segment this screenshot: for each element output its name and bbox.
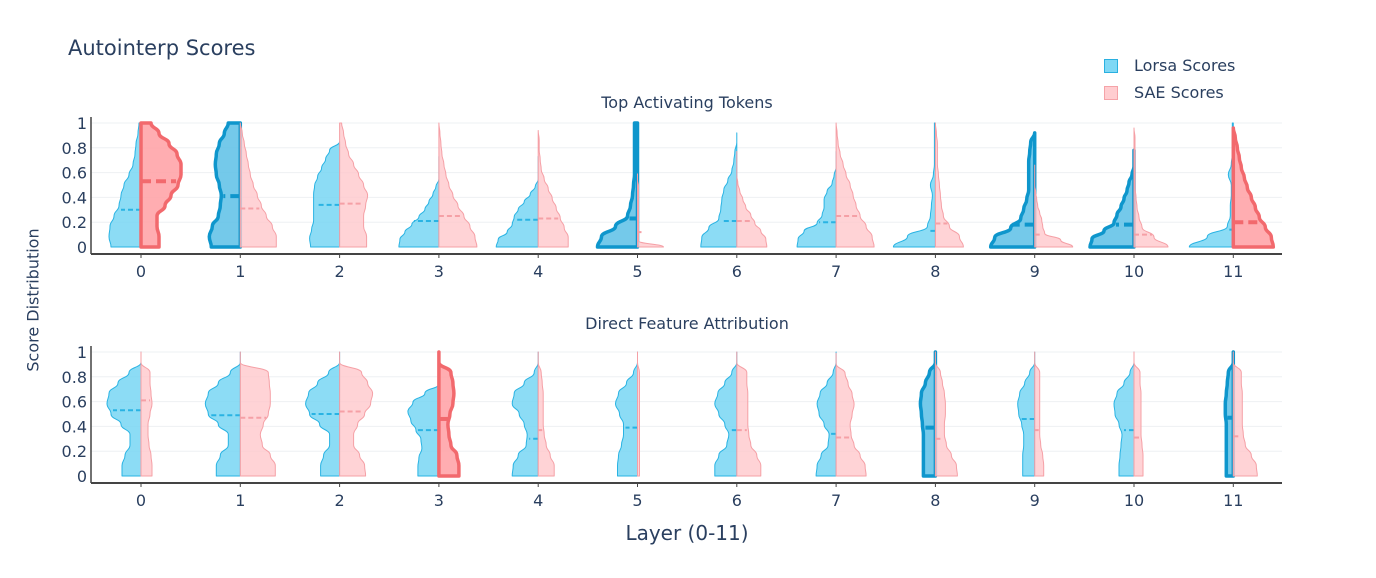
x-tick-label: 2 bbox=[335, 491, 345, 510]
subplot-title-top-activating-tokens: Top Activating Tokens bbox=[601, 93, 773, 112]
lorsa-violin-layer-4[interactable] bbox=[511, 351, 539, 477]
lorsa-violin-layer-4[interactable] bbox=[495, 155, 539, 248]
lorsa-violin-layer-2[interactable] bbox=[309, 141, 341, 248]
lorsa-violin-layer-7[interactable] bbox=[815, 351, 837, 477]
sae-violin-layer-9[interactable] bbox=[1034, 351, 1045, 477]
x-tick-label: 0 bbox=[136, 262, 146, 281]
sae-violin-layer-6[interactable] bbox=[736, 351, 762, 477]
sae-violin-layer-0[interactable] bbox=[140, 351, 153, 477]
lorsa-violin-layer-9[interactable] bbox=[988, 131, 1037, 249]
sae-violin-layer-10[interactable] bbox=[1133, 351, 1144, 477]
sae-violin-layer-4[interactable] bbox=[537, 129, 569, 248]
chart-title: Autointerp Scores bbox=[68, 36, 256, 60]
x-tick-label: 1 bbox=[235, 491, 245, 510]
x-tick-label: 0 bbox=[136, 491, 146, 510]
lorsa-violin-layer-11[interactable] bbox=[1188, 122, 1234, 248]
sae-violin-layer-3[interactable] bbox=[437, 350, 461, 478]
y-tick-label: 1 bbox=[77, 343, 87, 362]
lorsa-violin-layer-8[interactable] bbox=[892, 122, 936, 248]
x-tick-label: 9 bbox=[1030, 491, 1040, 510]
lorsa-violin-layer-3[interactable] bbox=[398, 155, 440, 248]
lorsa-swatch-icon bbox=[1104, 58, 1118, 73]
subplot-0: 00.20.40.60.810 1 2 3 4 5 6 7 8 9 10 11 bbox=[62, 114, 1282, 281]
x-tick-label: 4 bbox=[533, 262, 543, 281]
sae-violin-layer-0[interactable] bbox=[139, 121, 183, 249]
x-tick-label: 6 bbox=[732, 262, 742, 281]
sae-violin-layer-5[interactable] bbox=[637, 351, 640, 477]
sae-violin-layer-6[interactable] bbox=[736, 151, 768, 248]
x-axis-label: Layer (0-11) bbox=[625, 521, 749, 545]
lorsa-violin-layer-7[interactable] bbox=[796, 151, 837, 248]
lorsa-violin-layer-6[interactable] bbox=[700, 132, 738, 248]
x-tick-label: 11 bbox=[1223, 491, 1243, 510]
sae-violin-layer-7[interactable] bbox=[835, 122, 875, 248]
y-tick-label: 0 bbox=[77, 238, 87, 257]
y-tick-label: 1 bbox=[77, 114, 87, 133]
y-tick-label: 0.4 bbox=[62, 417, 87, 436]
x-tick-label: 8 bbox=[930, 491, 940, 510]
x-tick-label: 3 bbox=[434, 491, 444, 510]
lorsa-violin-layer-11[interactable] bbox=[1223, 350, 1236, 478]
x-tick-label: 8 bbox=[930, 262, 940, 281]
sae-violin-layer-7[interactable] bbox=[835, 352, 867, 477]
legend: Lorsa Scores SAE Scores bbox=[1104, 52, 1235, 106]
lorsa-violin-layer-3[interactable] bbox=[407, 365, 440, 477]
lorsa-violin-layer-5[interactable] bbox=[595, 121, 640, 249]
y-tick-label: 0.4 bbox=[62, 188, 87, 207]
legend-label-sae: SAE Scores bbox=[1134, 83, 1224, 102]
sae-swatch-icon bbox=[1104, 85, 1118, 100]
x-tick-label: 5 bbox=[632, 262, 642, 281]
x-tick-label: 2 bbox=[335, 262, 345, 281]
y-tick-label: 0.2 bbox=[62, 442, 87, 461]
sae-violin-layer-5[interactable] bbox=[637, 173, 664, 248]
subplot-title-direct-feature-attribution: Direct Feature Attribution bbox=[585, 314, 789, 333]
x-tick-label: 7 bbox=[831, 491, 841, 510]
sae-violin-layer-8[interactable] bbox=[934, 122, 964, 248]
lorsa-violin-layer-9[interactable] bbox=[1017, 351, 1036, 477]
sae-violin-layer-4[interactable] bbox=[537, 351, 555, 477]
x-tick-label: 3 bbox=[434, 262, 444, 281]
lorsa-violin-layer-10[interactable] bbox=[1088, 148, 1136, 249]
y-tick-label: 0.8 bbox=[62, 368, 87, 387]
lorsa-violin-layer-1[interactable] bbox=[207, 121, 243, 249]
lorsa-violin-layer-0[interactable] bbox=[108, 122, 142, 248]
x-tick-label: 5 bbox=[632, 491, 642, 510]
x-tick-label: 10 bbox=[1124, 262, 1144, 281]
y-tick-label: 0.8 bbox=[62, 139, 87, 158]
sae-violin-layer-9[interactable] bbox=[1034, 164, 1074, 248]
sae-violin-layer-8[interactable] bbox=[934, 351, 958, 477]
lorsa-violin-layer-10[interactable] bbox=[1113, 351, 1135, 477]
sae-violin-layer-11[interactable] bbox=[1231, 126, 1276, 249]
y-tick-label: 0.6 bbox=[62, 164, 87, 183]
lorsa-violin-layer-0[interactable] bbox=[106, 351, 142, 477]
x-tick-label: 11 bbox=[1223, 262, 1243, 281]
lorsa-violin-layer-6[interactable] bbox=[714, 351, 738, 477]
x-tick-label: 10 bbox=[1124, 491, 1144, 510]
y-tick-label: 0 bbox=[77, 467, 87, 486]
x-tick-label: 1 bbox=[235, 262, 245, 281]
x-tick-label: 6 bbox=[732, 491, 742, 510]
subplot-1: 00.20.40.60.810 1 2 3 4 5 6 7 8 9 10 11 bbox=[62, 343, 1282, 510]
y-tick-label: 0.2 bbox=[62, 213, 87, 232]
legend-label-lorsa: Lorsa Scores bbox=[1134, 56, 1236, 75]
sae-violin-layer-3[interactable] bbox=[438, 122, 478, 248]
legend-item-lorsa[interactable]: Lorsa Scores bbox=[1104, 52, 1235, 79]
x-tick-label: 4 bbox=[533, 491, 543, 510]
legend-item-sae[interactable]: SAE Scores bbox=[1104, 79, 1235, 106]
sae-violin-layer-2[interactable] bbox=[339, 351, 374, 477]
y-tick-label: 0.6 bbox=[62, 393, 87, 412]
sae-violin-layer-1[interactable] bbox=[239, 122, 277, 248]
sae-violin-layer-1[interactable] bbox=[239, 351, 276, 477]
x-tick-label: 9 bbox=[1030, 262, 1040, 281]
sae-violin-layer-11[interactable] bbox=[1232, 351, 1258, 477]
lorsa-violin-layer-5[interactable] bbox=[615, 351, 638, 477]
lorsa-violin-layer-8[interactable] bbox=[918, 350, 938, 478]
sae-violin-layer-10[interactable] bbox=[1133, 127, 1169, 248]
sae-violin-layer-2[interactable] bbox=[339, 122, 369, 248]
x-tick-label: 7 bbox=[831, 262, 841, 281]
lorsa-violin-layer-1[interactable] bbox=[204, 351, 241, 477]
